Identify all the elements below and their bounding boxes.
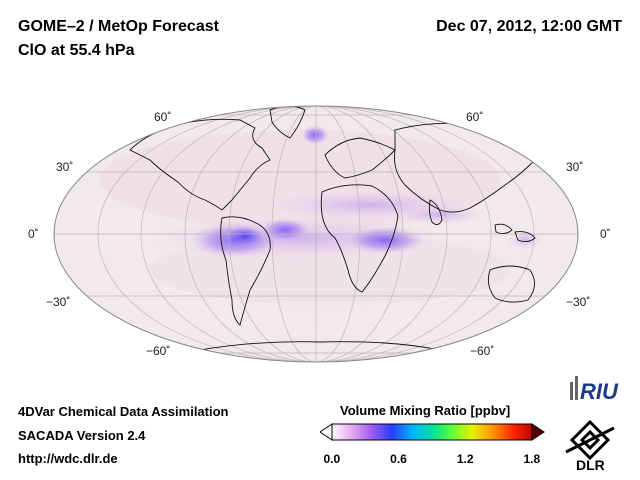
colorbar-high-arrow: [531, 423, 545, 441]
lat-label-60n-right: 60˚: [466, 110, 484, 124]
footer-line-1: 4DVar Chemical Data Assimilation: [18, 404, 229, 419]
lat-label-eq-right: 0˚: [600, 227, 611, 241]
footer-line-3: http://wdc.dlr.de: [18, 451, 118, 466]
lat-label-eq-left: 0˚: [28, 227, 39, 241]
clo-blob-pacific: [507, 230, 543, 250]
clo-blob-indian: [395, 205, 485, 225]
page-title: GOME–2 / MetOp Forecast: [18, 18, 219, 35]
lat-label-30n-right: 30˚: [566, 160, 584, 174]
colorbar-tick-label: 0.6: [390, 452, 407, 466]
datetime-label: Dec 07, 2012, 12:00 GMT: [436, 18, 622, 35]
colorbar-tick-label: 0.0: [323, 452, 341, 466]
clo-blob-atlantic: [260, 218, 310, 242]
dlr-logo: DLR: [565, 419, 615, 473]
lat-label-30s-right: −30˚: [566, 295, 591, 309]
clo-blob-africa: [345, 226, 425, 254]
colorbar-ramp: [331, 423, 533, 441]
colorbar-low-arrow: [320, 423, 333, 441]
lat-label-30n-left: 30˚: [56, 160, 74, 174]
footer-line-2: SACADA Version 2.4: [18, 428, 146, 443]
lat-label-60s-left: −60˚: [146, 344, 171, 358]
colorbar-tick-label: 1.2: [456, 452, 474, 466]
riu-logo: RIU: [570, 376, 619, 404]
lat-label-60s-right: −60˚: [470, 344, 495, 358]
page-subtitle: ClO at 55.4 hPa: [18, 42, 135, 59]
colorbar: [320, 423, 545, 441]
lat-label-30s-left: −30˚: [46, 295, 71, 309]
riu-logo-text: RIU: [580, 379, 619, 404]
dlr-logo-text: DLR: [576, 457, 605, 473]
colorbar-title: Volume Mixing Ratio [ppbv]: [340, 403, 511, 418]
colorbar-tick-label: 1.8: [523, 452, 541, 466]
clo-blob-arctic: [301, 125, 329, 145]
clo-blob-peak: [227, 227, 263, 245]
globe-outline: [53, 105, 579, 363]
lat-label-60n-left: 60˚: [154, 110, 172, 124]
